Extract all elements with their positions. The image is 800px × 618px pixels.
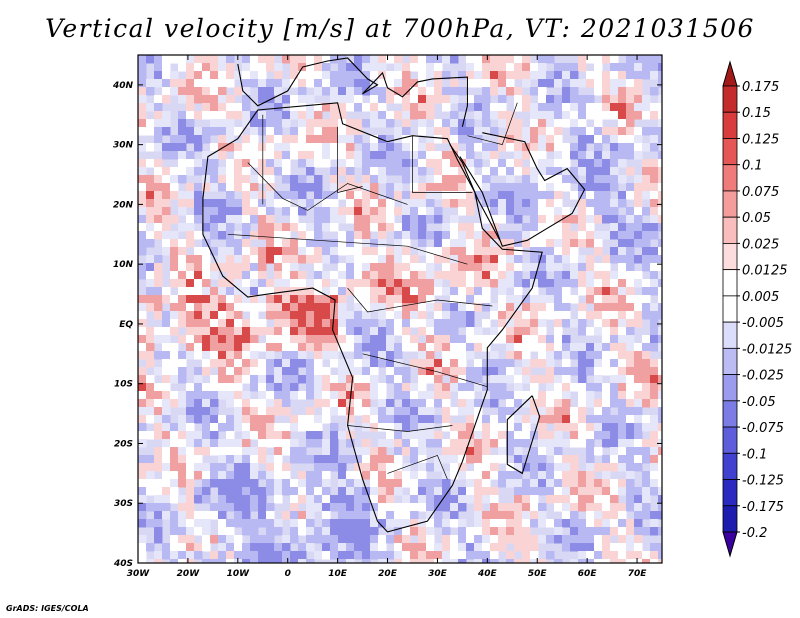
coastlines-borders bbox=[202, 57, 586, 533]
colorbar-segment bbox=[722, 216, 738, 244]
colorbar-label: 0.15 bbox=[742, 106, 771, 121]
country-border bbox=[227, 233, 468, 265]
colorbar-label: -0.005 bbox=[742, 316, 784, 331]
x-tick-label: 10E bbox=[328, 569, 348, 579]
colorbar-label: -0.1 bbox=[742, 447, 767, 462]
colorbar-label: -0.0125 bbox=[742, 342, 792, 357]
x-tick-label: 60E bbox=[578, 569, 598, 579]
europe-coast bbox=[237, 57, 468, 127]
colorbar-max-arrow bbox=[722, 60, 738, 87]
colorbar-label: 0.025 bbox=[742, 237, 779, 252]
colorbar-segment bbox=[722, 85, 738, 113]
colorbar-label: 0.05 bbox=[742, 211, 771, 226]
colorbar-segment bbox=[722, 426, 738, 454]
y-tick-label: 40S bbox=[113, 559, 133, 569]
x-tick-label: 50E bbox=[528, 569, 548, 579]
colorbar: 0.175 0.15 0.125 0.1 0.075 0.05 0.025 0.0125 0.0… bbox=[722, 60, 792, 558]
x-tick-label: 0 bbox=[285, 569, 291, 579]
x-tick-label: 30W bbox=[127, 569, 151, 579]
colorbar-segment bbox=[722, 190, 738, 218]
y-tick-label: 20S bbox=[114, 439, 133, 449]
colorbar-segment bbox=[722, 295, 738, 323]
y-tick-label: 30N bbox=[113, 141, 134, 151]
colorbar-segment bbox=[722, 111, 738, 139]
colorbar-segment bbox=[722, 347, 738, 375]
x-tick-label: 30E bbox=[428, 569, 448, 579]
country-border bbox=[347, 425, 453, 432]
colorbar-label: 0.175 bbox=[742, 80, 779, 95]
colorbar-label: 0.1 bbox=[742, 159, 763, 174]
country-border bbox=[412, 135, 473, 193]
x-tick-label: 10W bbox=[227, 569, 251, 579]
colorbar-segment bbox=[722, 321, 738, 349]
africa-coast bbox=[202, 102, 543, 533]
country-border bbox=[467, 102, 518, 146]
y-tick-label: 10N bbox=[113, 260, 134, 270]
country-border bbox=[362, 353, 488, 388]
plot-frame bbox=[137, 54, 663, 564]
colorbar-min-arrow bbox=[722, 531, 738, 558]
colorbar-label: 0.075 bbox=[742, 185, 779, 200]
colorbar-label: -0.125 bbox=[742, 474, 784, 489]
colorbar-segment bbox=[722, 269, 738, 297]
country-border bbox=[337, 126, 363, 193]
x-tick-label: 20E bbox=[378, 569, 398, 579]
colorbar-segment bbox=[722, 505, 738, 533]
colorbar-segment bbox=[722, 452, 738, 480]
colorbar-segment bbox=[722, 138, 738, 166]
x-tick-label: 40E bbox=[477, 569, 498, 579]
colorbar-label: 0.005 bbox=[742, 290, 779, 305]
velocity-field bbox=[138, 55, 662, 563]
y-tick-label: 40N bbox=[112, 81, 134, 91]
x-tick-label: 70E bbox=[628, 569, 648, 579]
country-border bbox=[347, 287, 493, 313]
arabia-coast bbox=[459, 132, 586, 247]
colorbar-label: -0.175 bbox=[742, 500, 784, 515]
colorbar-label: -0.075 bbox=[742, 421, 784, 436]
y-tick-label: 10S bbox=[114, 380, 133, 390]
colorbar-label: -0.05 bbox=[742, 395, 776, 410]
colorbar-segment bbox=[722, 164, 738, 192]
colorbar-label: 0.125 bbox=[742, 132, 779, 147]
red-sea-coast bbox=[449, 144, 501, 241]
y-tick-label: 20N bbox=[113, 200, 134, 210]
colorbar-segment bbox=[722, 400, 738, 428]
grads-credit: GrADS: IGES/COLA bbox=[6, 604, 89, 613]
country-border bbox=[247, 162, 408, 211]
country-border bbox=[387, 454, 448, 480]
colorbar-label: -0.025 bbox=[742, 369, 784, 384]
colorbar-label: -0.2 bbox=[742, 526, 767, 541]
x-tick-label: 20W bbox=[177, 569, 201, 579]
colorbar-segment bbox=[722, 479, 738, 507]
y-tick-label: 30S bbox=[114, 499, 133, 509]
axis-ticks: 30W 20W 10W 0 10E 20E 30E 40E 50E 60E 70E 40N 30N 20N… bbox=[112, 55, 662, 579]
madagascar-coast bbox=[506, 395, 541, 475]
map-title: Vertical velocity [m/s] at 700hPa, VT: 2… bbox=[45, 14, 755, 43]
colorbar-segment bbox=[722, 243, 738, 271]
colorbar-label: 0.0125 bbox=[742, 264, 788, 279]
y-tick-label: EQ bbox=[119, 320, 133, 330]
colorbar-segment bbox=[722, 374, 738, 402]
